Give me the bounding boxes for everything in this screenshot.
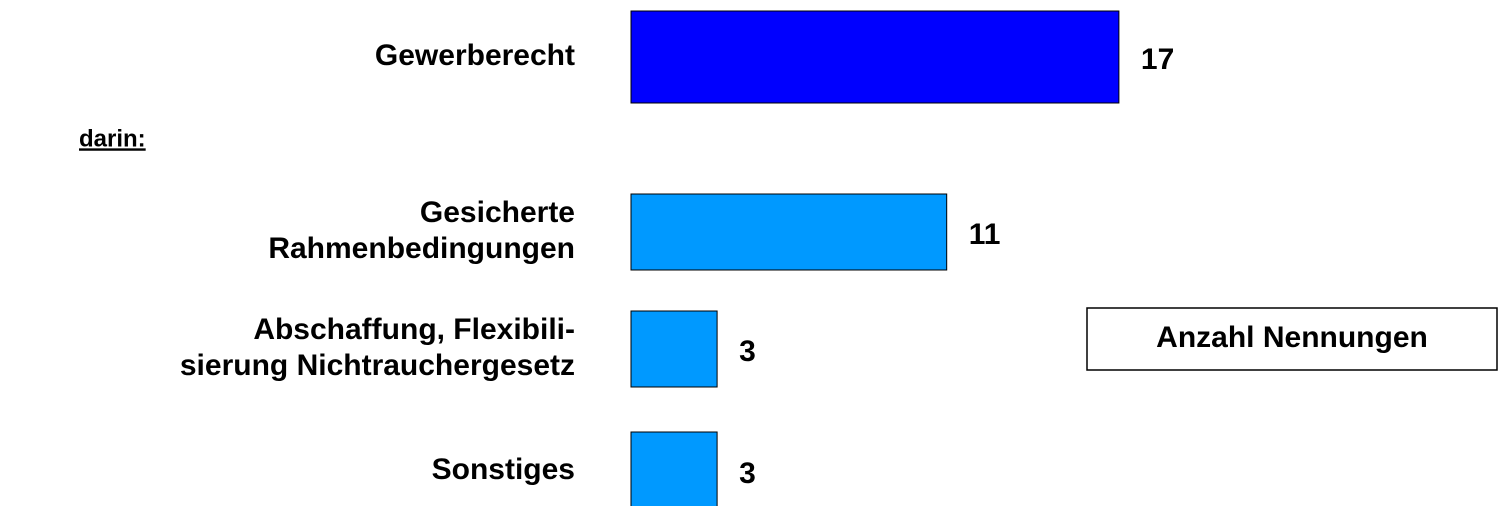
category-label: Abschaffung, Flexibili- xyxy=(253,313,575,346)
category-label: Rahmenbedingungen xyxy=(268,232,575,265)
bar xyxy=(630,310,718,388)
value-label: 3 xyxy=(739,335,756,368)
annotation: darin: xyxy=(79,125,146,152)
category-label: sierung Nichtrauchergesetz xyxy=(180,349,575,382)
value-label: 17 xyxy=(1141,43,1174,76)
value-label: 3 xyxy=(739,457,756,490)
bar xyxy=(630,193,948,271)
bar xyxy=(630,10,1120,104)
category-label: Gewerberecht xyxy=(375,39,575,72)
annotation-box xyxy=(1086,307,1498,371)
bar xyxy=(630,431,718,506)
category-label: Sonstiges xyxy=(432,453,575,486)
value-label: 11 xyxy=(969,218,1001,251)
category-label: Gesicherte xyxy=(420,196,575,229)
annotation: Anzahl Nennungen xyxy=(1156,321,1428,354)
